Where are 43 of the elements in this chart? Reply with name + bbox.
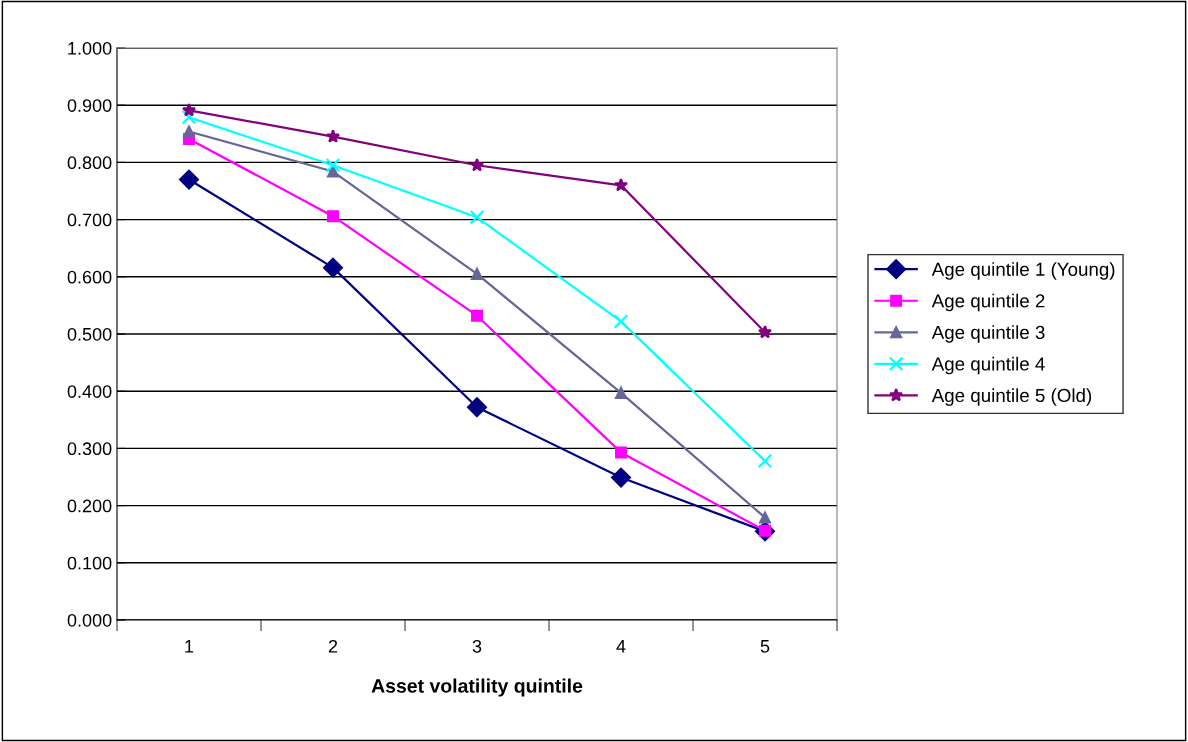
point [183, 125, 195, 138]
point [611, 467, 631, 488]
y-tick-label: 0.100 [67, 556, 112, 570]
legend-label: Age quintile 5 (Old) [931, 388, 1092, 406]
y-tick-label: 0.000 [67, 613, 112, 627]
point [613, 314, 629, 329]
y-tick-label: 0.700 [67, 213, 112, 227]
y-tick-label: 0.500 [67, 327, 112, 341]
point [325, 129, 341, 143]
y-tick-label: 0.400 [67, 385, 112, 398]
x-tick-label: 1 [185, 640, 194, 653]
point [325, 157, 341, 173]
point [469, 209, 485, 225]
x-tick-label: 5 [760, 640, 770, 653]
point [757, 324, 773, 339]
point [615, 446, 627, 459]
y-tick-label: 1.000 [68, 41, 112, 55]
point [471, 309, 483, 322]
point [613, 177, 629, 192]
y-tick-label: 0.200 [67, 499, 112, 513]
y-tick-label: 0.300 [67, 442, 112, 456]
y-tick-label: 0.800 [67, 156, 112, 170]
point [181, 109, 197, 125]
x-tick-label: 2 [328, 639, 338, 653]
point [759, 511, 771, 524]
legend-label: Age quintile 3 [931, 325, 1045, 343]
x-axis-title: Asset volatility quintile [371, 678, 583, 697]
point [467, 397, 487, 418]
x-tick-label: 4 [616, 640, 626, 653]
point [323, 257, 343, 278]
y-tick-label: 0.900 [67, 99, 112, 112]
legend-label: Age quintile 4 [931, 356, 1045, 375]
y-tick-label: 0.600 [67, 270, 112, 284]
point [757, 453, 773, 469]
point [471, 267, 483, 280]
point [327, 210, 339, 223]
legend-label: Age quintile 2 [931, 293, 1045, 312]
x-tick-label: 3 [472, 639, 482, 653]
legend-label: Age quintile 1 (Young) [931, 262, 1115, 280]
point [469, 157, 485, 172]
point [615, 386, 627, 399]
point [181, 102, 197, 117]
point [179, 169, 199, 190]
